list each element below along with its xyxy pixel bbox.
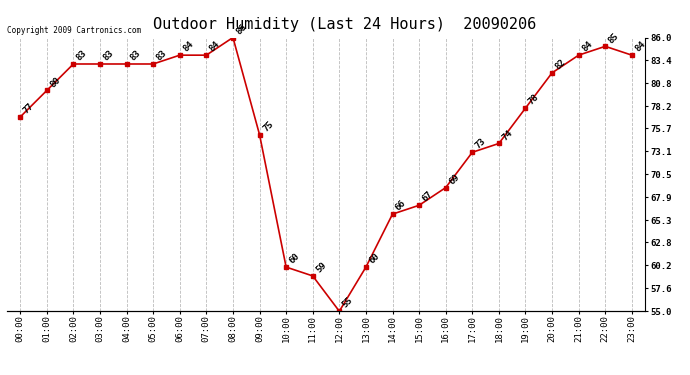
- Text: 82: 82: [553, 57, 567, 71]
- Text: 83: 83: [128, 49, 142, 63]
- Text: 73: 73: [473, 137, 488, 151]
- Text: 59: 59: [314, 261, 328, 274]
- Text: 69: 69: [447, 172, 461, 186]
- Text: 86: 86: [235, 22, 248, 36]
- Text: 84: 84: [181, 40, 195, 54]
- Text: 77: 77: [21, 102, 36, 115]
- Text: 84: 84: [580, 40, 594, 54]
- Text: 83: 83: [75, 49, 89, 63]
- Text: 66: 66: [394, 199, 408, 213]
- Text: 83: 83: [155, 49, 168, 63]
- Text: Outdoor Humidity (Last 24 Hours)  20090206: Outdoor Humidity (Last 24 Hours) 2009020…: [153, 17, 537, 32]
- Text: 84: 84: [208, 40, 221, 54]
- Text: 80: 80: [48, 75, 62, 89]
- Text: 83: 83: [101, 49, 115, 63]
- Text: Copyright 2009 Cartronics.com: Copyright 2009 Cartronics.com: [7, 26, 141, 35]
- Text: 60: 60: [288, 252, 302, 266]
- Text: 55: 55: [341, 296, 355, 310]
- Text: 84: 84: [633, 40, 647, 54]
- Text: 67: 67: [420, 190, 435, 204]
- Text: 78: 78: [527, 93, 541, 107]
- Text: 60: 60: [367, 252, 382, 266]
- Text: 74: 74: [500, 128, 514, 142]
- Text: 75: 75: [261, 119, 275, 133]
- Text: 85: 85: [607, 31, 620, 45]
